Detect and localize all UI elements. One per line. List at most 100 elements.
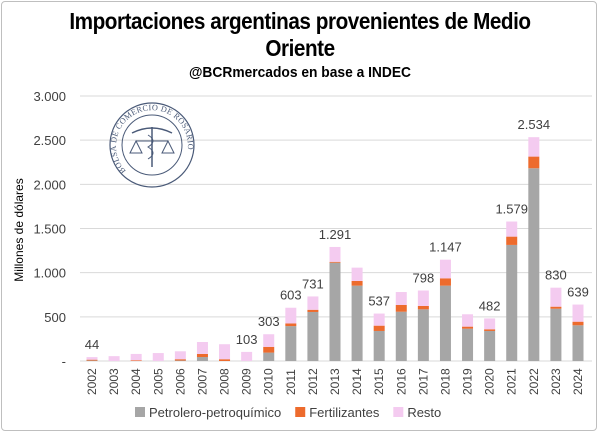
bar-resto-2003 <box>108 356 120 361</box>
bar-resto-2010 <box>263 334 275 347</box>
data-label-2018: 1.147 <box>429 240 462 255</box>
bar-resto-2005 <box>152 353 164 361</box>
x-tick-label: 2013 <box>328 368 342 395</box>
bar-fertilizantes-2017 <box>417 305 429 310</box>
bar-petrolero-petroqu-mico-2015 <box>373 330 385 361</box>
legend-swatch <box>135 407 145 417</box>
data-label-2020: 482 <box>479 298 501 313</box>
bar-petrolero-petroqu-mico-2014 <box>351 285 363 361</box>
bar-petrolero-petroqu-mico-2019 <box>462 328 474 361</box>
bar-resto-2012 <box>307 296 319 310</box>
x-tick-label: 2002 <box>85 368 99 395</box>
bar-resto-2009 <box>241 351 253 361</box>
x-tick-label: 2020 <box>483 368 497 395</box>
bar-fertilizantes-2023 <box>550 306 562 309</box>
legend-label: Petrolero-petroquímico <box>149 405 281 420</box>
bar-petrolero-petroqu-mico-2012 <box>307 311 319 361</box>
bar-fertilizantes-2006 <box>174 359 186 361</box>
bar-resto-2016 <box>395 292 407 305</box>
logo-wings <box>131 127 173 134</box>
logo-inner-ring <box>121 114 183 176</box>
x-tick-label: 2022 <box>527 368 541 395</box>
bar-resto-2002 <box>86 357 98 360</box>
bar-resto-2017 <box>417 290 429 306</box>
data-label-2017: 798 <box>413 271 435 286</box>
bar-resto-2015 <box>373 313 385 326</box>
bar-resto-2011 <box>285 307 297 324</box>
bar-fertilizantes-2013 <box>329 261 341 263</box>
data-label-2021: 1.579 <box>495 202 528 217</box>
bar-petrolero-petroqu-mico-2020 <box>484 330 496 361</box>
bar-resto-2018 <box>439 259 451 279</box>
x-tick-label: 2023 <box>549 368 563 395</box>
y-tick-label: 500 <box>44 310 66 325</box>
x-tick-label: 2003 <box>107 368 121 395</box>
x-tick-label: 2011 <box>284 369 298 395</box>
bar-fertilizantes-2018 <box>439 278 451 286</box>
bar-petrolero-petroqu-mico-2017 <box>417 309 429 361</box>
bar-resto-2006 <box>174 351 186 360</box>
bar-resto-2020 <box>484 318 496 330</box>
bar-resto-2008 <box>219 344 231 360</box>
x-tick-label: 2005 <box>151 368 165 395</box>
data-label-2011: 603 <box>280 288 302 303</box>
x-tick-label: 2018 <box>438 368 452 395</box>
x-tick-label: 2016 <box>394 368 408 395</box>
bar-fertilizantes-2002 <box>86 359 98 361</box>
bar-fertilizantes-2015 <box>373 325 385 331</box>
bar-fertilizantes-2012 <box>307 309 319 312</box>
bar-fertilizantes-2014 <box>351 280 363 286</box>
y-tick-label: 2.500 <box>33 133 66 148</box>
chart-title-line1: Importaciones argentinas provenientes de… <box>69 8 531 34</box>
bar-petrolero-petroqu-mico-2024 <box>572 325 584 361</box>
legend-swatch <box>295 407 306 417</box>
bar-fertilizantes-2008 <box>219 359 231 361</box>
legend-label: Fertilizantes <box>309 405 380 420</box>
bar-fertilizantes-2021 <box>506 236 518 245</box>
bar-resto-2022 <box>528 137 540 157</box>
bar-petrolero-petroqu-mico-2010 <box>263 352 275 361</box>
data-label-2009: 103 <box>236 332 258 347</box>
x-tick-label: 2006 <box>173 368 187 395</box>
x-tick-label: 2010 <box>262 368 276 395</box>
bar-fertilizantes-2004 <box>130 360 142 361</box>
bar-petrolero-petroqu-mico-2007 <box>196 357 208 361</box>
data-label-2024: 639 <box>567 285 589 300</box>
bar-resto-2023 <box>550 287 562 307</box>
data-label-2013: 1.291 <box>319 227 352 242</box>
bar-petrolero-petroqu-mico-2022 <box>528 168 540 361</box>
bar-fertilizantes-2019 <box>462 326 474 329</box>
data-label-2022: 2.534 <box>518 117 551 132</box>
x-tick-label: 2007 <box>195 368 209 395</box>
bar-petrolero-petroqu-mico-2011 <box>285 326 297 361</box>
y-axis-label: Millones de dólares <box>12 178 26 281</box>
data-label-2023: 830 <box>545 268 567 283</box>
bar-resto-2013 <box>329 246 341 262</box>
x-tick-label: 2009 <box>240 368 254 395</box>
bar-resto-2021 <box>506 221 518 237</box>
bar-resto-2024 <box>572 304 584 322</box>
chart-subtitle: @BCRmercados en base a INDEC <box>188 64 412 81</box>
bar-resto-2019 <box>462 314 474 327</box>
bar-petrolero-petroqu-mico-2018 <box>439 285 451 361</box>
x-tick-label: 2012 <box>306 368 320 395</box>
x-tick-label: 2017 <box>416 368 430 395</box>
x-tick-label: 2014 <box>350 368 364 395</box>
data-label-2012: 731 <box>302 276 324 291</box>
bar-petrolero-petroqu-mico-2021 <box>506 244 518 361</box>
bar-petrolero-petroqu-mico-2016 <box>395 311 407 361</box>
bar-petrolero-petroqu-mico-2023 <box>550 308 562 361</box>
bar-fertilizantes-2022 <box>528 156 540 169</box>
bar-fertilizantes-2020 <box>484 329 496 331</box>
data-label-2002: 44 <box>85 337 99 352</box>
bar-fertilizantes-2016 <box>395 304 407 312</box>
bar-fertilizantes-2011 <box>285 323 297 327</box>
bar-resto-2004 <box>130 353 142 361</box>
y-tick-label: - <box>62 354 66 369</box>
y-tick-label: 1.000 <box>33 266 66 281</box>
bar-resto-2014 <box>351 267 363 281</box>
logo-outer-ring <box>109 102 195 188</box>
bar-fertilizantes-2024 <box>572 321 584 326</box>
